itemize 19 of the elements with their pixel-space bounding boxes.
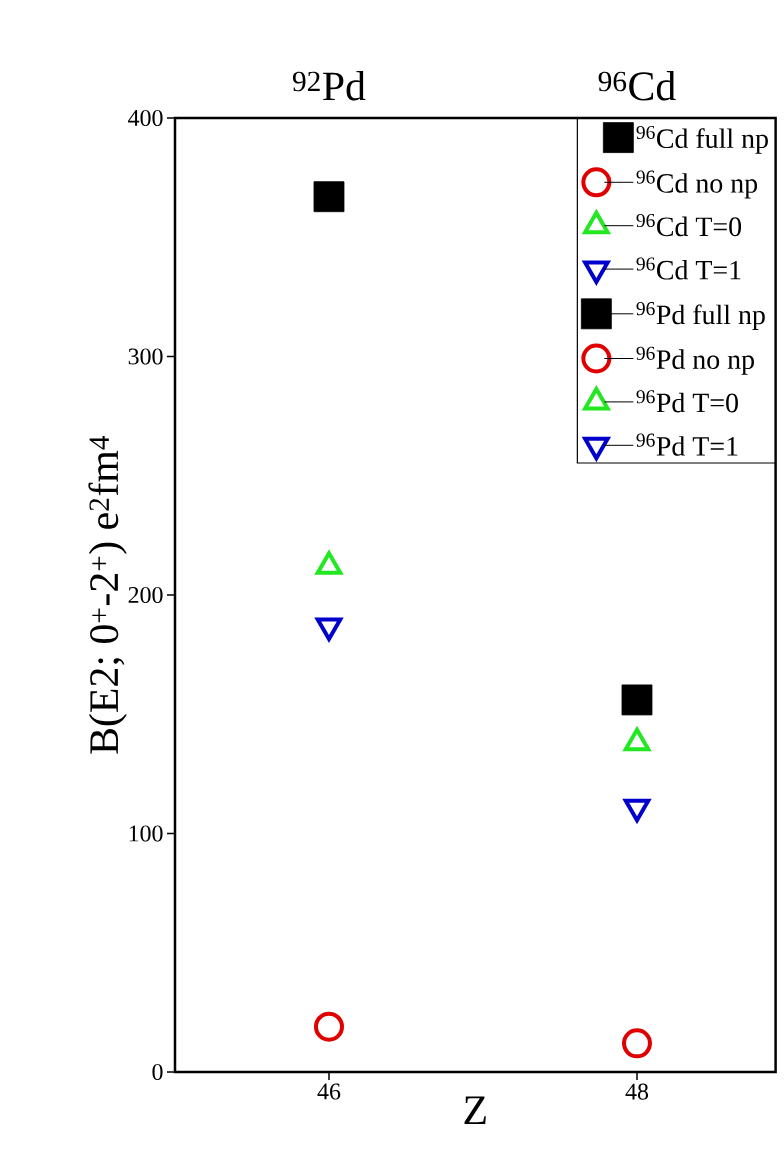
x-tick-label: 46 xyxy=(317,1083,341,1100)
y-tick-label: 200 xyxy=(128,586,163,604)
y-axis-title: B(E2; 0$^{+}$-2$^{+}$) e$^{2}$fm$^{4}$ xyxy=(88,435,127,754)
text: $^{96}$Cd xyxy=(598,71,676,101)
legend-label: $^{96}$Pd T=0 xyxy=(636,390,738,413)
legend-label: $^{96}$Cd no np xyxy=(636,170,758,199)
x-axis-title: Z xyxy=(464,1096,486,1124)
y-tick-label: 100 xyxy=(129,825,163,842)
legend-label: $^{96}$Cd T=0 xyxy=(636,213,742,237)
x-tick-label: 48 xyxy=(625,1083,649,1100)
legend-label: $^{96}$Pd no np xyxy=(636,346,754,375)
text: $^{92}$Pd xyxy=(292,71,366,101)
legend-label: $^{96}$Pd full np xyxy=(636,302,765,330)
legend-label: $^{96}$Pd T=1 xyxy=(636,433,738,456)
legend-label: $^{96}$Cd T=1 xyxy=(636,257,741,280)
y-tick-label: 400 xyxy=(128,109,163,127)
y-tick-label: 300 xyxy=(128,348,163,365)
y-tick-label: 0 xyxy=(152,1063,163,1081)
legend-label: $^{96}$Cd full np xyxy=(636,125,768,154)
